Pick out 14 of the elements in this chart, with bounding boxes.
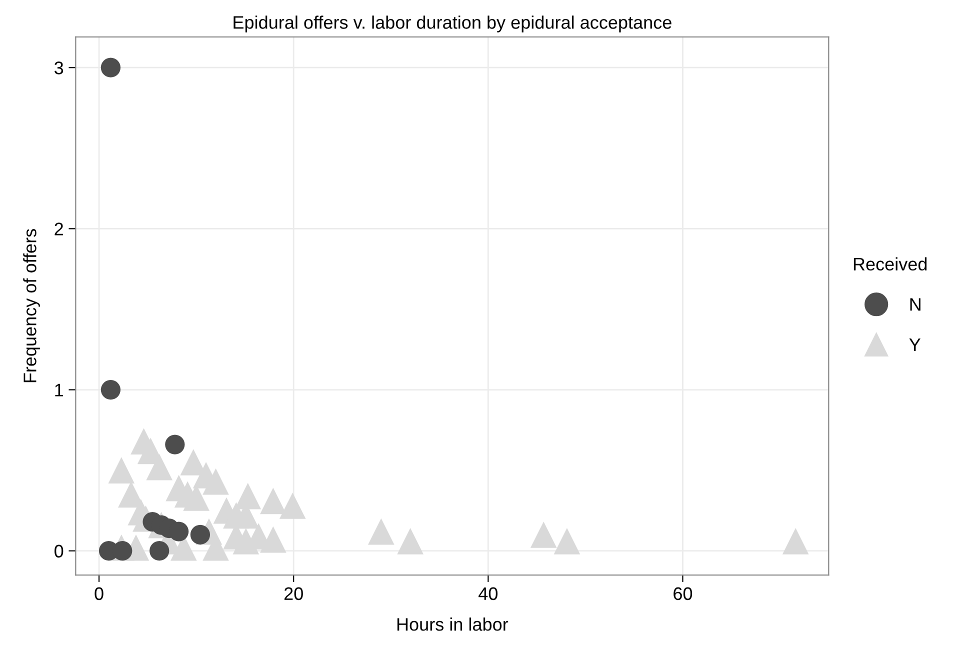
x-tick-label: 0 — [94, 587, 104, 600]
legend-label: Y — [909, 338, 920, 351]
chart-title: Epidural offers v. labor duration by epidural acceptance — [234, 16, 672, 32]
y-tick-label: 3 — [54, 62, 64, 74]
legend-title: Received — [854, 257, 927, 271]
y-tick-label: 0 — [54, 544, 64, 558]
x-tick-label: 60 — [674, 587, 692, 600]
y-axis-title: Frequency of offers — [23, 229, 40, 382]
y-tick-label: 1 — [55, 384, 63, 396]
legend-label: N — [910, 298, 920, 311]
y-tick-label: 2 — [54, 222, 63, 236]
x-axis-title: Hours in labor — [397, 618, 508, 631]
x-tick-label: 20 — [284, 587, 303, 600]
x-tick-label: 40 — [478, 587, 498, 600]
